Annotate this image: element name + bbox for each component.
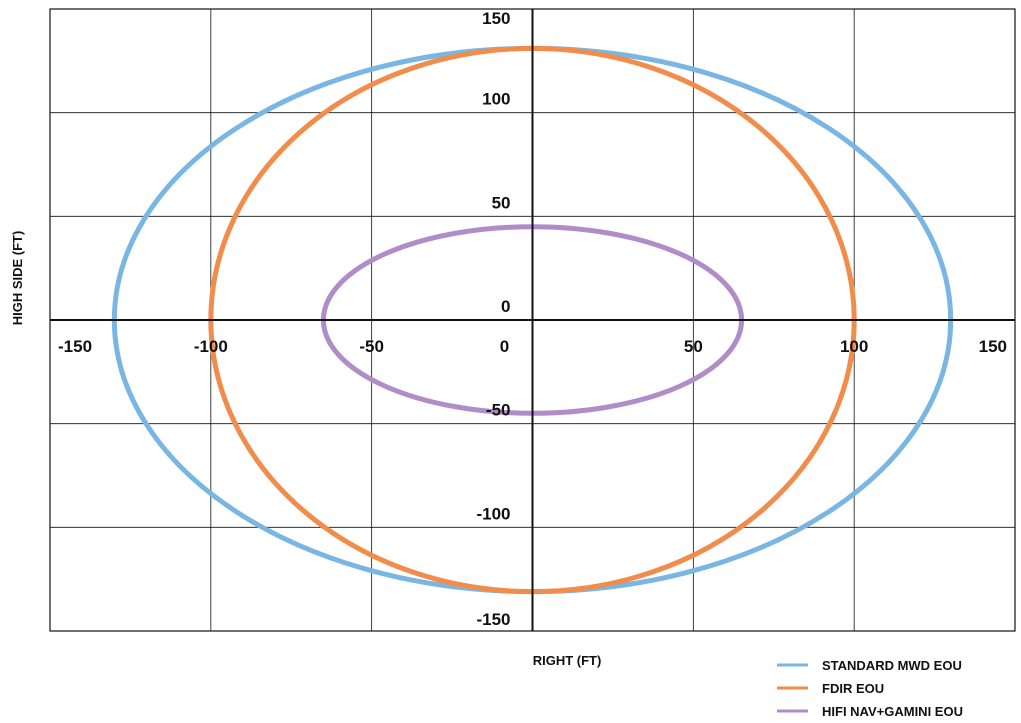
y-tick-label: 50	[492, 193, 511, 212]
x-tick-label: 0	[500, 337, 509, 356]
y-tick-label: 150	[482, 9, 510, 28]
y-tick-label: -50	[486, 401, 511, 420]
legend-label-2: HIFI NAV+GAMINI EOU	[822, 704, 963, 719]
x-tick-label: -50	[359, 337, 384, 356]
x-tick-label: -150	[58, 337, 92, 356]
y-tick-label: 0	[501, 297, 510, 316]
legend-label-0: STANDARD MWD EOU	[822, 658, 962, 673]
y-tick-label: 100	[482, 90, 510, 109]
y-axis-title: HIGH SIDE (FT)	[10, 231, 25, 326]
legend: STANDARD MWD EOU FDIR EOU HIFI NAV+GAMINI …	[777, 658, 963, 719]
x-tick-label: 50	[684, 337, 703, 356]
x-axis-title: RIGHT (FT)	[533, 653, 602, 668]
y-tick-label: -150	[476, 610, 510, 629]
x-tick-label: 150	[979, 337, 1007, 356]
x-tick-label: -100	[194, 337, 228, 356]
tick-labels: -150 -100 -50 0 50 100 150 150 100 50 0 -50 -100 -150	[58, 9, 1007, 629]
x-tick-label: 100	[840, 337, 868, 356]
axes	[50, 9, 1015, 631]
legend-label-1: FDIR EOU	[822, 681, 884, 696]
y-tick-label: -100	[476, 504, 510, 523]
